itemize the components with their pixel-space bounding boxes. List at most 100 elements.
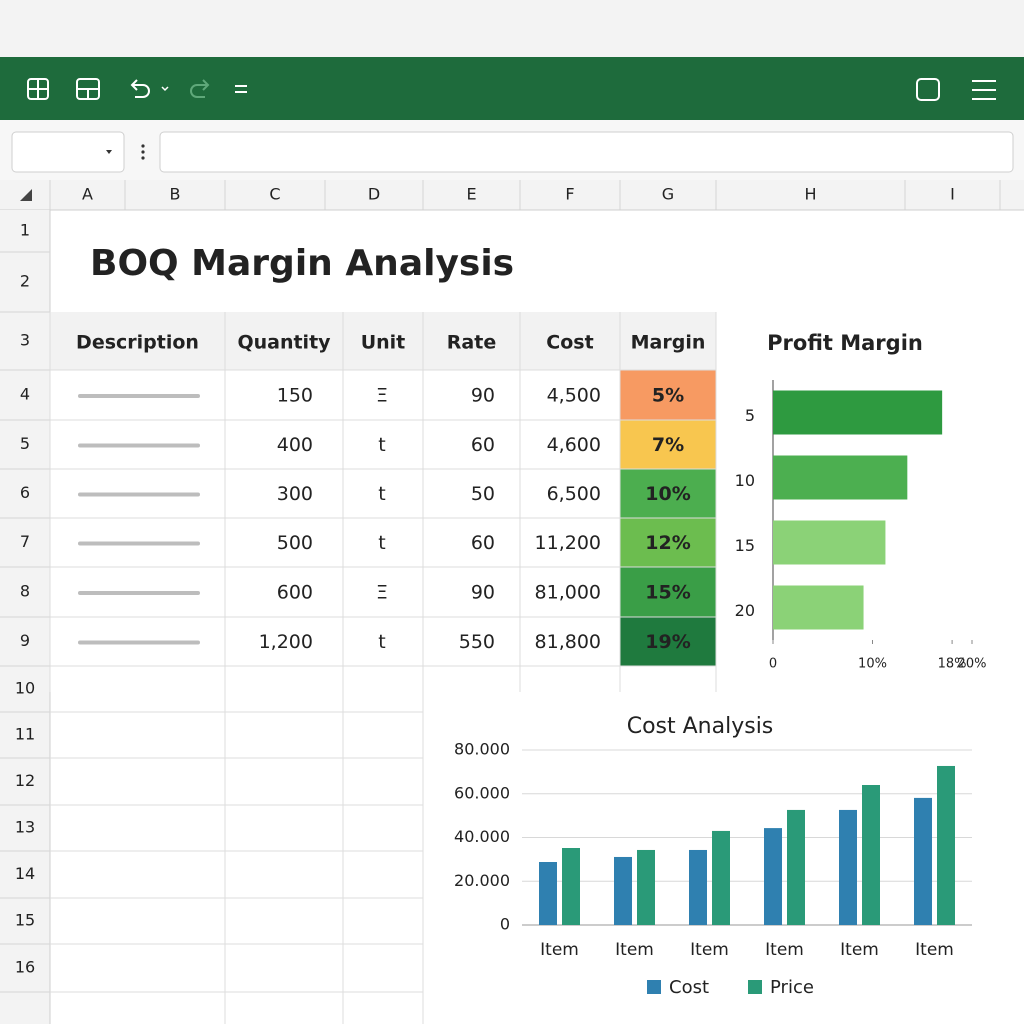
row-number: 8 bbox=[20, 582, 30, 601]
table-cell: 10% bbox=[645, 483, 690, 505]
x-tick-label: Item bbox=[690, 940, 729, 960]
sheet-title: BOQ Margin Analysis bbox=[90, 243, 514, 284]
bar bbox=[539, 862, 557, 925]
y-tick-label: 0 bbox=[500, 915, 510, 934]
row-number: 6 bbox=[20, 483, 30, 502]
margin-cell bbox=[620, 518, 716, 567]
title-strip bbox=[0, 0, 1024, 57]
table-cell: 1,200 bbox=[259, 631, 313, 653]
row-number: 13 bbox=[15, 818, 35, 837]
grid-button[interactable] bbox=[27, 78, 49, 100]
table-cell: 5% bbox=[652, 385, 684, 407]
row-number: 10 bbox=[15, 679, 35, 698]
x-tick-label: 20% bbox=[958, 657, 987, 672]
y-tick-label: 15 bbox=[735, 536, 755, 555]
column-header: D bbox=[368, 185, 380, 204]
table-cell: 4,500 bbox=[547, 385, 601, 407]
bar bbox=[787, 809, 805, 925]
row-number: 7 bbox=[20, 532, 30, 551]
undo-button[interactable] bbox=[130, 79, 169, 98]
bar bbox=[914, 797, 932, 925]
table-cell: 81,800 bbox=[535, 631, 601, 653]
bar bbox=[937, 765, 955, 925]
table-header: Rate bbox=[447, 332, 496, 354]
x-tick-label: Item bbox=[915, 940, 954, 960]
row-number: 4 bbox=[20, 385, 30, 404]
table-header: Cost bbox=[546, 332, 593, 354]
table-cell: 500 bbox=[277, 532, 313, 554]
y-tick-label: 5 bbox=[745, 406, 755, 425]
y-tick-label: 10 bbox=[735, 471, 755, 490]
row-number: 1 bbox=[20, 221, 30, 240]
table-cell: 150 bbox=[277, 385, 313, 407]
table-cell: 15% bbox=[645, 582, 690, 604]
bar bbox=[862, 785, 880, 925]
row-number: 5 bbox=[20, 434, 30, 453]
redo-button[interactable] bbox=[190, 79, 210, 98]
column-header: I bbox=[950, 185, 955, 204]
table-cell: 4,600 bbox=[547, 434, 601, 456]
bar bbox=[773, 520, 886, 565]
name-box[interactable] bbox=[11, 131, 125, 173]
chart-panel bbox=[717, 313, 998, 692]
column-header: A bbox=[82, 185, 93, 204]
table-cell: t bbox=[378, 483, 385, 505]
x-tick-label: Item bbox=[840, 940, 879, 960]
table-cell: Ξ bbox=[376, 582, 388, 604]
x-tick-label: Item bbox=[540, 940, 579, 960]
hamburger-menu[interactable] bbox=[972, 80, 996, 100]
bar bbox=[773, 390, 943, 435]
table-cell: t bbox=[378, 532, 385, 554]
row-number: 11 bbox=[15, 725, 35, 744]
table-cell: 12% bbox=[645, 532, 690, 554]
x-tick-label: 18% bbox=[938, 657, 967, 672]
bar bbox=[614, 856, 632, 925]
row-number: 2 bbox=[20, 272, 30, 291]
name-box-arrow bbox=[106, 150, 112, 154]
row-number: 14 bbox=[15, 864, 35, 883]
x-tick-label: 10% bbox=[858, 657, 887, 672]
table-cell: 60 bbox=[471, 532, 495, 554]
table-header: Unit bbox=[361, 332, 406, 354]
x-tick-label: Item bbox=[765, 940, 804, 960]
margin-cell bbox=[620, 469, 716, 518]
formula-input[interactable] bbox=[159, 131, 1014, 173]
x-tick-label: 0 bbox=[769, 657, 777, 672]
table-cell: t bbox=[378, 631, 385, 653]
window-button[interactable] bbox=[916, 78, 940, 101]
chart-title: Profit Margin bbox=[767, 331, 923, 355]
table-cell: Ξ bbox=[376, 385, 388, 407]
column-header-bar bbox=[0, 180, 1024, 210]
column-header: E bbox=[466, 185, 476, 204]
column-header: C bbox=[269, 185, 280, 204]
column-header: G bbox=[662, 185, 674, 204]
table-cell: 19% bbox=[645, 631, 690, 653]
table-header: Margin bbox=[631, 332, 706, 354]
formula-dots bbox=[141, 144, 145, 160]
table-cell: 6,500 bbox=[547, 483, 601, 505]
bar bbox=[773, 455, 908, 500]
table-cell: 300 bbox=[277, 483, 313, 505]
table-cell: 60 bbox=[471, 434, 495, 456]
legend-label: Price bbox=[770, 977, 814, 998]
column-header: F bbox=[565, 185, 574, 204]
legend-swatch bbox=[647, 980, 661, 994]
bar bbox=[764, 828, 782, 925]
bar bbox=[689, 849, 707, 925]
menu-equals[interactable] bbox=[235, 85, 247, 93]
bar bbox=[839, 809, 857, 925]
bar bbox=[562, 848, 580, 925]
margin-cell bbox=[620, 420, 716, 469]
table-header: Quantity bbox=[237, 332, 331, 354]
legend-swatch bbox=[748, 980, 762, 994]
layout-button[interactable] bbox=[76, 78, 100, 100]
table-cell: 600 bbox=[277, 582, 313, 604]
row-number: 9 bbox=[20, 631, 30, 650]
table-header-row bbox=[50, 312, 716, 370]
margin-cell bbox=[620, 567, 716, 617]
margin-cell bbox=[620, 617, 716, 666]
legend-label: Cost bbox=[669, 977, 709, 998]
table-cell: 81,000 bbox=[535, 582, 601, 604]
y-tick-label: 20.000 bbox=[454, 871, 510, 890]
